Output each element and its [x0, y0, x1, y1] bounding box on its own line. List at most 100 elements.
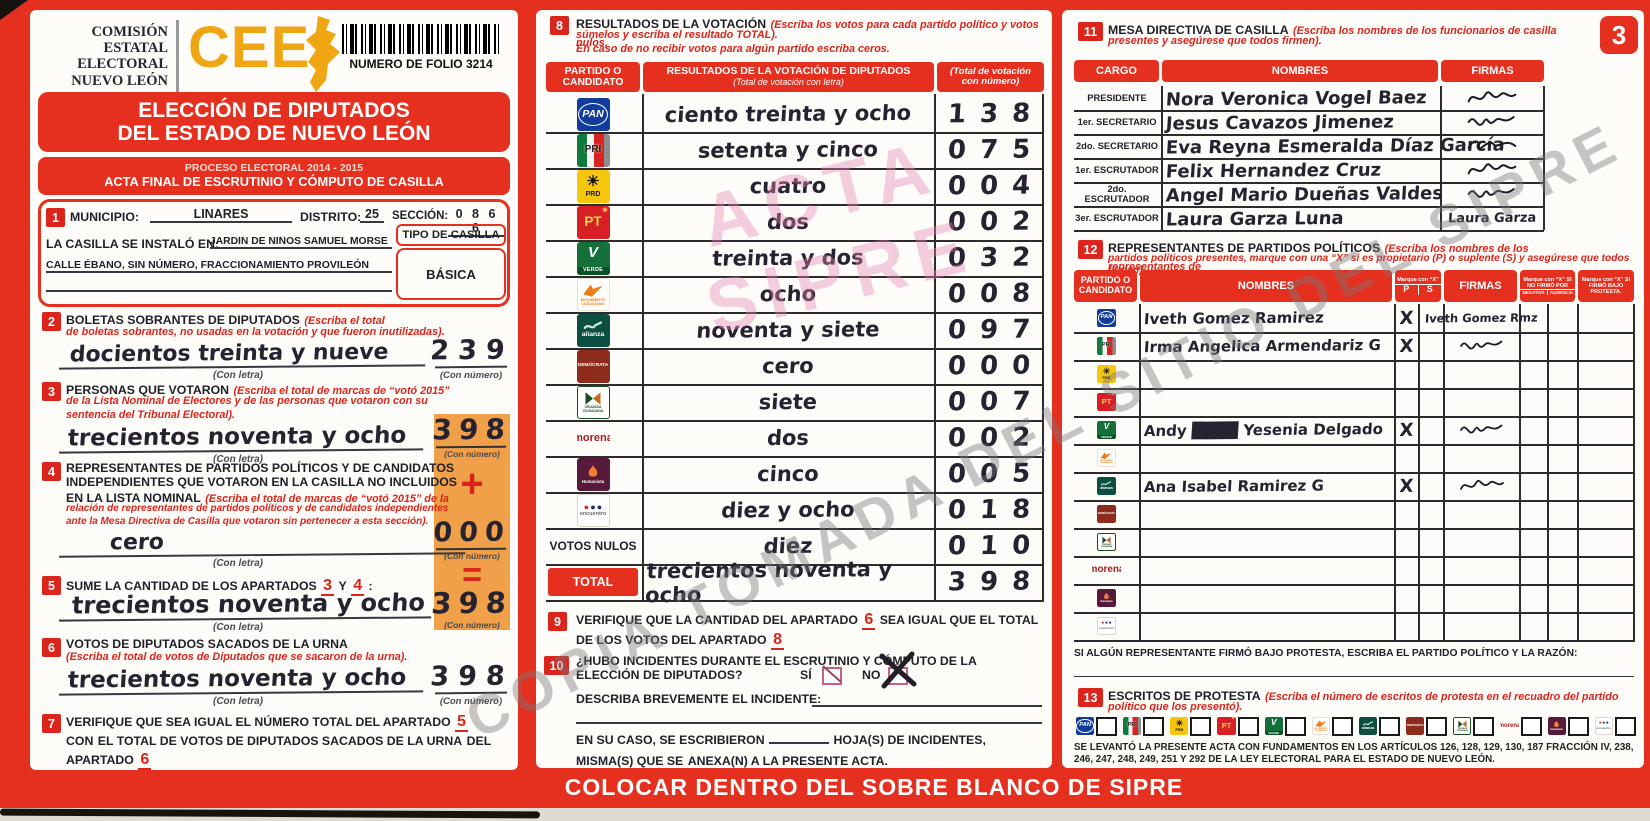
firma-cell — [1442, 182, 1542, 206]
firma-cell — [1444, 444, 1519, 472]
apartado-8-ref: 8 — [771, 631, 784, 650]
s8-row: ☀ PRD cuatro 004 — [546, 168, 1045, 206]
protesta-note: SI ALGÚN REPRESENTANTE FIRMÓ BAJO PROTES… — [1074, 648, 1578, 659]
s11-header-cargo: CARGO — [1074, 60, 1159, 82]
cargo-label: 2do. SECRETARIO — [1076, 141, 1158, 151]
protesta-count-box — [1096, 716, 1118, 736]
alianza-party-logo: alianza — [1358, 716, 1378, 736]
signature — [1459, 424, 1502, 434]
pt-party-logo: ★ PT — [1217, 716, 1236, 736]
firma-cell — [1444, 332, 1519, 360]
section4-title1: REPRESENTANTES DE PARTIDOS POLÍTICOS Y D… — [66, 461, 455, 475]
section8-hint3: En caso de no recibir votos para algún p… — [576, 43, 890, 55]
signature — [1467, 163, 1517, 175]
morena-party-logo: morena — [1500, 722, 1518, 729]
alianza-party-logo: alianza — [1097, 476, 1116, 496]
protesta-count-box — [1426, 716, 1448, 736]
section6-numero: 398 — [429, 659, 515, 695]
s12-header-protesta: Marque con “X” SI FIRMÓ BAJO PROTESTA. — [1578, 270, 1634, 302]
s12-row: alianza Ana Isabel Ramirez G X — [1074, 472, 1635, 502]
section5-title: SUME LA CANTIDAD DE LOS APARTADOS 3 Y 4 … — [66, 577, 373, 596]
vote-count-number: 008 — [946, 278, 1046, 310]
section4-letra: cero — [59, 526, 467, 558]
s12-row: DEMÓCRATA — [1074, 500, 1635, 530]
section4-title2: INDEPENDIENTES QUE VOTARON EN LA CASILLA… — [66, 475, 458, 489]
tipo-casilla-label: TIPO DE CASILLA — [402, 229, 500, 241]
section4-badge: 4 — [42, 462, 61, 481]
protesta-party-item: ☀ PRD — [1170, 716, 1212, 736]
ausencia-header: AUSENCIA — [1550, 290, 1573, 296]
s8-row: VOTOS NULOS diez 010 — [546, 528, 1045, 566]
section3-numero: 398 — [431, 412, 513, 449]
section13-badge: 13 — [1078, 688, 1103, 707]
cargo-label: 1er. SECRETARIO — [1077, 117, 1157, 127]
vote-count-words: dos — [766, 209, 810, 235]
vote-count-number: 032 — [946, 242, 1046, 274]
protesta-party-item: alianza — [1358, 716, 1401, 736]
signature-text: Iveth Gomez Rmz — [1424, 310, 1539, 326]
nuevo-leon-map-icon — [306, 16, 340, 92]
municipio-value: LINARES — [150, 207, 292, 223]
humanista-party-logo: Humanista — [576, 457, 610, 491]
firma-cell — [1444, 416, 1519, 444]
footer-banner: COLOCAR DENTRO DEL SOBRE BLANCO DE SIPRE — [564, 774, 1184, 800]
total-label: TOTAL — [548, 568, 638, 596]
s8-row: Humanista cinco 005 — [546, 456, 1045, 494]
vote-count-words: diez y ocho — [720, 497, 856, 523]
section13-title: ESCRITOS DE PROTESTA (Escriba el número … — [1108, 689, 1619, 703]
con-letra-caption: (Con letra) — [213, 696, 263, 707]
s8-party-cell: PRI — [546, 132, 640, 168]
vote-count-words: treinta y dos — [711, 245, 865, 271]
middle-column — [536, 10, 1052, 768]
acta-title: ACTA FINAL DE ESCRUTINIO Y CÓMPUTO DE CA… — [104, 173, 444, 189]
section10-badge: 10 — [544, 656, 569, 675]
cruzada-party-logo: CRUZADA CIUDADANA — [1453, 716, 1472, 736]
section3-title: PERSONAS QUE VOTARON (Escriba el total d… — [66, 383, 450, 397]
s8-party-cell: PAN — [546, 96, 640, 132]
section6-title: VOTOS DE DIPUTADOS SACADOS DE LA URNA — [66, 637, 348, 651]
page-number-badge: 3 — [1600, 16, 1638, 54]
representative-name: Ana Isabel Ramirez G — [1143, 476, 1325, 497]
describa-label: DESCRIBA BREVEMENTE EL INCIDENTE: — [576, 692, 822, 706]
votos-nulos-label: VOTOS NULOS — [549, 539, 637, 553]
cruzada-party-logo: CRUZADA CIUDADANA — [576, 385, 610, 419]
equals-sign: = — [462, 556, 482, 594]
firma-cell — [1444, 556, 1519, 584]
s11-grid-line — [1543, 86, 1545, 230]
protesta-party-item: ★ PT — [1217, 716, 1259, 736]
section12-badge: 12 — [1078, 240, 1103, 259]
mc-party-logo: MOVIMIENTO CIUDADANO — [1097, 448, 1116, 468]
protesta-count-box — [1473, 716, 1495, 736]
s12-row: PAN Iveth Gomez Ramirez X Iveth Gomez Rmz — [1074, 304, 1635, 334]
vote-count-words: noventa y siete — [695, 317, 881, 343]
negativa-header: NEGATIVA — [1520, 290, 1548, 296]
section10-encaso: EN SU CASO, SE ESCRIBIERON HOJA(S) DE IN… — [576, 730, 1046, 772]
s12-party-cell: Humanista — [1074, 584, 1139, 612]
s12-row: CRUZADA CIUDADANA — [1074, 528, 1635, 558]
instalada-label: LA CASILLA SE INSTALÓ EN: — [46, 237, 220, 251]
s11-row: 1er. ESCRUTADOR Felix Hernandez Cruz — [1074, 158, 1544, 184]
encuentro-party-logo: ● ● ● encuentro — [576, 493, 610, 527]
signature-text: Laura Garza — [1447, 210, 1537, 226]
section11-hint2: presentes y asegúrese que todos firmen). — [1108, 35, 1322, 47]
cee-logo: CEE — [188, 15, 311, 80]
s12-row: MOVIMIENTO CIUDADANO — [1074, 444, 1635, 474]
acta-subtitle-band: PROCESO ELECTORAL 2014 - 2015 ACTA FINAL… — [38, 157, 510, 195]
s11-row: 2do. ESCRUTADOR Angel Mario Dueñas Valdes — [1074, 182, 1544, 208]
section3-badge: 3 — [42, 382, 61, 401]
s8-party-cell: V VERDE — [546, 240, 640, 276]
municipio-label: MUNICIPIO: — [70, 210, 139, 224]
verde-party-logo: V VERDE — [576, 241, 610, 275]
apartado-6-ref: 6 — [862, 611, 876, 630]
sum-highlight-box — [434, 414, 510, 630]
con-letra-caption: (Con letra) — [213, 370, 263, 381]
con-numero-caption: (Con número) — [444, 620, 500, 630]
s11-header-firmas: FIRMAS — [1441, 60, 1544, 82]
con-letra-caption: (Con letra) — [213, 622, 263, 633]
con-numero-caption: (Con número) — [444, 551, 500, 561]
representative-name: Andy ████ Yesenia Delgado — [1143, 420, 1384, 441]
vote-count-words: trecientos noventa y ocho — [644, 557, 893, 608]
alianza-party-logo: alianza — [576, 313, 610, 347]
verde-party-logo: V VERDE — [1264, 716, 1283, 736]
cargo-label: 2do. ESCRUTADOR — [1084, 184, 1150, 204]
